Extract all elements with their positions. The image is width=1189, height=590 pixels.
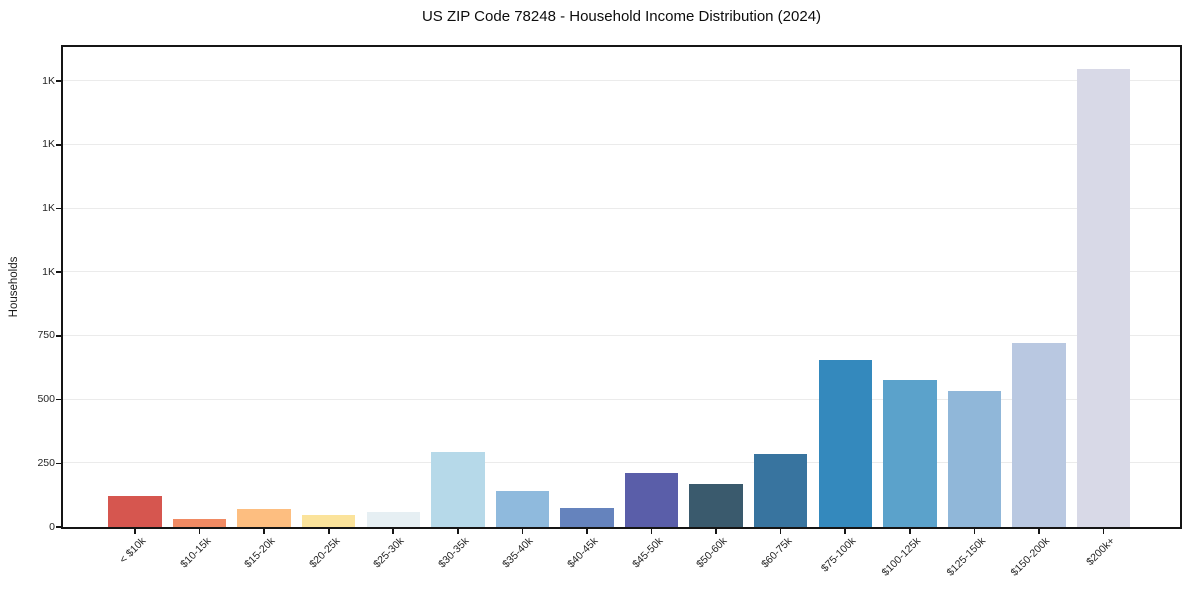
axis-spine-bottom bbox=[61, 527, 1182, 529]
bar bbox=[1076, 68, 1131, 527]
x-tick-mark bbox=[586, 529, 588, 534]
x-tick-label: $40-45k bbox=[565, 535, 601, 571]
bar bbox=[947, 390, 1002, 527]
x-tick-label: $200k+ bbox=[1083, 535, 1118, 569]
x-tick-mark bbox=[1102, 529, 1105, 534]
x-tick-label: $20-25k bbox=[306, 535, 343, 571]
y-tick-mark bbox=[56, 80, 61, 82]
y-tick-mark bbox=[56, 144, 61, 146]
bar bbox=[689, 484, 743, 527]
bar bbox=[883, 380, 937, 527]
gridline bbox=[63, 334, 1180, 336]
y-tick-label: 1K bbox=[42, 202, 55, 215]
x-tick-label: < $10k bbox=[117, 535, 149, 566]
x-tick-mark bbox=[521, 529, 524, 534]
x-tick-label: $100-125k bbox=[879, 535, 924, 579]
bar bbox=[495, 491, 550, 527]
x-tick-mark bbox=[715, 529, 717, 534]
y-tick-mark bbox=[56, 335, 61, 337]
y-tick-label: 1K bbox=[42, 138, 55, 151]
x-tick-mark bbox=[457, 529, 459, 534]
gridline bbox=[63, 207, 1180, 209]
y-tick-mark bbox=[56, 526, 61, 528]
y-tick-mark bbox=[56, 462, 61, 465]
x-tick-label: $30-35k bbox=[436, 535, 472, 571]
x-tick-label: $35-40k bbox=[500, 535, 536, 571]
bar bbox=[1012, 342, 1066, 527]
y-tick-label: 1K bbox=[42, 265, 55, 278]
axis-spine-top bbox=[61, 45, 1182, 47]
bar bbox=[560, 507, 614, 527]
bar bbox=[237, 508, 291, 527]
y-tick-label: 1K bbox=[42, 74, 55, 87]
bar bbox=[431, 452, 485, 527]
x-tick-mark bbox=[198, 529, 201, 534]
bar bbox=[624, 473, 679, 527]
x-tick-label: $125-150k bbox=[944, 535, 988, 579]
gridline bbox=[63, 462, 1180, 464]
y-tick-label: 750 bbox=[37, 329, 55, 342]
y-tick-mark bbox=[56, 207, 61, 210]
x-tick-label: $45-50k bbox=[629, 535, 666, 571]
y-tick-mark bbox=[56, 271, 61, 274]
x-tick-mark bbox=[844, 529, 847, 534]
y-tick-label: 250 bbox=[37, 456, 55, 469]
x-tick-label: $25-30k bbox=[371, 535, 407, 571]
chart-title: US ZIP Code 78248 - Household Income Dis… bbox=[421, 8, 822, 25]
bar bbox=[302, 514, 356, 527]
x-tick-mark bbox=[909, 529, 911, 534]
x-tick-mark bbox=[1038, 529, 1040, 534]
x-tick-mark bbox=[650, 529, 653, 534]
x-tick-label: $15-20k bbox=[242, 535, 278, 571]
x-tick-mark bbox=[263, 529, 265, 534]
bar bbox=[754, 454, 808, 527]
x-tick-mark bbox=[973, 529, 976, 534]
x-tick-mark bbox=[134, 529, 136, 534]
bar bbox=[818, 359, 872, 527]
gridline bbox=[63, 80, 1180, 82]
x-tick-label: $75-100k bbox=[819, 535, 859, 575]
x-tick-mark bbox=[327, 529, 330, 534]
y-tick-mark bbox=[56, 398, 61, 401]
bar bbox=[366, 512, 420, 527]
bar bbox=[108, 495, 162, 527]
gridline bbox=[63, 271, 1180, 273]
gridline bbox=[63, 398, 1180, 400]
gridline bbox=[63, 143, 1180, 145]
bar bbox=[172, 518, 227, 527]
axis-spine-left bbox=[61, 45, 63, 529]
x-tick-label: $10-15k bbox=[177, 535, 214, 571]
axis-spine-right bbox=[1180, 45, 1182, 529]
x-tick-mark bbox=[392, 529, 395, 534]
y-tick-label: 500 bbox=[37, 393, 55, 406]
y-tick-label: 0 bbox=[49, 520, 55, 533]
x-tick-label: $150-200k bbox=[1008, 535, 1053, 579]
x-tick-mark bbox=[779, 529, 782, 534]
x-tick-label: $50-60k bbox=[694, 535, 730, 571]
plot-area bbox=[63, 47, 1180, 527]
x-tick-label: $60-75k bbox=[758, 535, 795, 571]
